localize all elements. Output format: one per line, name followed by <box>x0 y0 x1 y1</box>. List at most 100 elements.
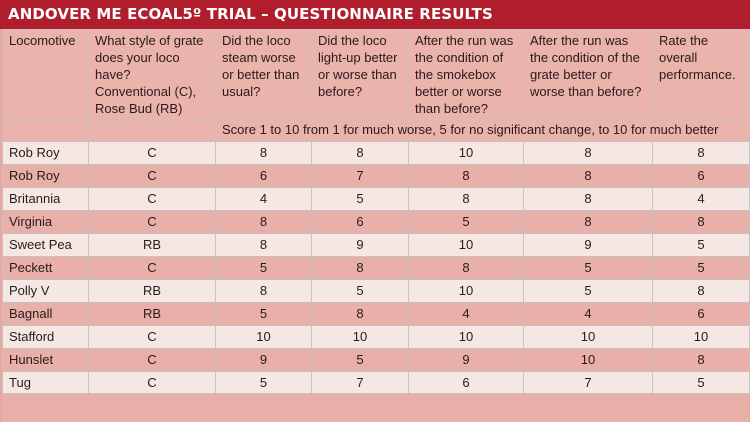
cell-steaming: 5 <box>215 371 312 395</box>
cell-overall: 6 <box>652 164 750 188</box>
cell-light-up: 5 <box>311 279 409 303</box>
cell-smokebox: 6 <box>408 371 524 395</box>
cell-light-up: 5 <box>311 187 409 211</box>
header-steaming: Did the loco steam worse or better than … <box>215 29 312 119</box>
cell-light-up: 7 <box>311 371 409 395</box>
cell-smokebox: 10 <box>408 279 524 303</box>
cell-grate-style: RB <box>88 302 216 326</box>
cell-locomotive: Peckett <box>2 256 89 280</box>
cell-grate-condition: 7 <box>523 371 653 395</box>
header-locomotive: Locomotive <box>2 29 89 119</box>
cell-overall: 8 <box>652 348 750 372</box>
cell-grate-condition: 10 <box>523 348 653 372</box>
cell-grate-condition: 5 <box>523 256 653 280</box>
cell-light-up: 8 <box>311 256 409 280</box>
table-row: Virginia C 8 6 5 8 8 <box>2 210 750 234</box>
table-row: Sweet Pea RB 8 9 10 9 5 <box>2 233 750 257</box>
cell-steaming: 4 <box>215 187 312 211</box>
cell-steaming: 9 <box>215 348 312 372</box>
cell-steaming: 8 <box>215 233 312 257</box>
cell-steaming: 8 <box>215 210 312 234</box>
cell-overall: 8 <box>652 279 750 303</box>
cell-grate-condition: 9 <box>523 233 653 257</box>
cell-grate-style: C <box>88 371 216 395</box>
cell-smokebox: 9 <box>408 348 524 372</box>
cell-steaming: 5 <box>215 256 312 280</box>
cell-smokebox: 8 <box>408 256 524 280</box>
cell-locomotive: Bagnall <box>2 302 89 326</box>
cell-steaming: 8 <box>215 279 312 303</box>
header-row: Locomotive What style of grate does your… <box>2 29 750 119</box>
table-row: Britannia C 4 5 8 8 4 <box>2 187 750 211</box>
table-row: Rob Roy C 8 8 10 8 8 <box>2 141 750 165</box>
table-row: Stafford C 10 10 10 10 10 <box>2 325 750 349</box>
cell-overall: 6 <box>652 302 750 326</box>
cell-grate-style: RB <box>88 233 216 257</box>
cell-light-up: 8 <box>311 141 409 165</box>
cell-locomotive: Polly V <box>2 279 89 303</box>
cell-light-up: 9 <box>311 233 409 257</box>
results-table: Locomotive What style of grate does your… <box>2 29 750 395</box>
cell-locomotive: Rob Roy <box>2 141 89 165</box>
cell-grate-style: C <box>88 187 216 211</box>
cell-locomotive: Tug <box>2 371 89 395</box>
scale-note-spacer <box>88 118 216 142</box>
cell-overall: 5 <box>652 256 750 280</box>
cell-smokebox: 5 <box>408 210 524 234</box>
header-grate-condition: After the run was the condition of the g… <box>523 29 653 119</box>
cell-grate-style: C <box>88 256 216 280</box>
header-light-up: Did the loco light-up better or worse th… <box>311 29 409 119</box>
cell-grate-style: C <box>88 348 216 372</box>
cell-overall: 8 <box>652 210 750 234</box>
cell-steaming: 5 <box>215 302 312 326</box>
cell-grate-style: C <box>88 164 216 188</box>
cell-steaming: 8 <box>215 141 312 165</box>
cell-light-up: 5 <box>311 348 409 372</box>
cell-grate-condition: 10 <box>523 325 653 349</box>
table-row: Hunslet C 9 5 9 10 8 <box>2 348 750 372</box>
cell-smokebox: 8 <box>408 164 524 188</box>
cell-grate-condition: 5 <box>523 279 653 303</box>
cell-steaming: 10 <box>215 325 312 349</box>
cell-overall: 4 <box>652 187 750 211</box>
cell-grate-style: C <box>88 141 216 165</box>
cell-grate-style: C <box>88 210 216 234</box>
cell-locomotive: Stafford <box>2 325 89 349</box>
table-row: Rob Roy C 6 7 8 8 6 <box>2 164 750 188</box>
cell-locomotive: Rob Roy <box>2 164 89 188</box>
cell-light-up: 8 <box>311 302 409 326</box>
cell-locomotive: Britannia <box>2 187 89 211</box>
cell-locomotive: Virginia <box>2 210 89 234</box>
header-grate-style: What style of grate does your loco have?… <box>88 29 216 119</box>
table-title: ANDOVER ME ECOAL5º TRIAL – QUESTIONNAIRE… <box>0 0 750 29</box>
cell-grate-condition: 8 <box>523 141 653 165</box>
cell-grate-style: C <box>88 325 216 349</box>
cell-locomotive: Sweet Pea <box>2 233 89 257</box>
header-smokebox: After the run was the condition of the s… <box>408 29 524 119</box>
cell-light-up: 6 <box>311 210 409 234</box>
scale-note: Score 1 to 10 from 1 for much worse, 5 f… <box>215 118 750 142</box>
cell-overall: 5 <box>652 371 750 395</box>
cell-grate-condition: 4 <box>523 302 653 326</box>
cell-smokebox: 4 <box>408 302 524 326</box>
cell-smokebox: 8 <box>408 187 524 211</box>
cell-overall: 10 <box>652 325 750 349</box>
cell-light-up: 7 <box>311 164 409 188</box>
cell-overall: 8 <box>652 141 750 165</box>
scale-note-row: Score 1 to 10 from 1 for much worse, 5 f… <box>2 118 750 142</box>
cell-grate-condition: 8 <box>523 187 653 211</box>
results-body: Rob Roy C 8 8 10 8 8 Rob Roy C 6 7 8 8 6 Britannia C 4 5 8… <box>2 141 750 395</box>
cell-grate-condition: 8 <box>523 164 653 188</box>
cell-steaming: 6 <box>215 164 312 188</box>
cell-overall: 5 <box>652 233 750 257</box>
table-row: Tug C 5 7 6 7 5 <box>2 371 750 395</box>
cell-grate-style: RB <box>88 279 216 303</box>
cell-light-up: 10 <box>311 325 409 349</box>
table-footer-strip <box>2 393 749 422</box>
cell-grate-condition: 8 <box>523 210 653 234</box>
header-overall: Rate the overall performance. <box>652 29 750 119</box>
cell-smokebox: 10 <box>408 141 524 165</box>
table-row: Bagnall RB 5 8 4 4 6 <box>2 302 750 326</box>
table-row: Peckett C 5 8 8 5 5 <box>2 256 750 280</box>
